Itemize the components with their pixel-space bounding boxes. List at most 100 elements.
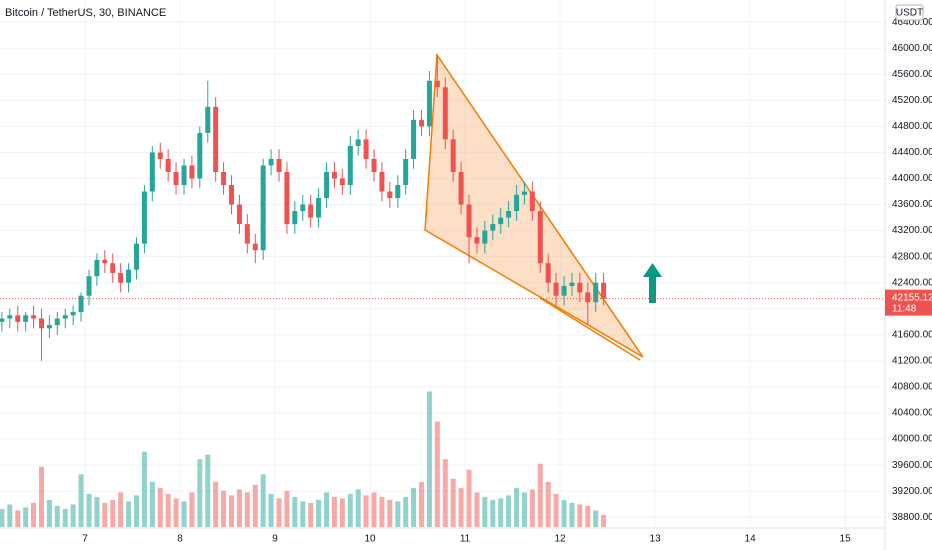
candle-body xyxy=(363,139,369,159)
y-tick-label: 39200.00 xyxy=(892,486,932,497)
y-tick-label: 38800.00 xyxy=(892,512,932,523)
candle-body xyxy=(157,152,163,159)
volume-bar xyxy=(141,451,147,527)
volume-bar xyxy=(260,474,266,527)
candle-body xyxy=(205,106,211,133)
volume-bar xyxy=(601,514,607,527)
candle-body xyxy=(23,315,29,322)
volume-bar xyxy=(62,508,68,527)
volume-bar xyxy=(387,499,393,527)
candle-body xyxy=(118,272,124,283)
volume-bar xyxy=(506,495,512,527)
candle-body xyxy=(601,282,607,299)
candle-body xyxy=(300,204,306,212)
volume-bar xyxy=(411,487,417,527)
volume-bar xyxy=(347,493,353,527)
candle-body xyxy=(31,315,37,319)
volume-bar xyxy=(157,487,163,527)
candle-body xyxy=(545,263,551,283)
candle-body xyxy=(229,185,235,205)
volume-bar xyxy=(118,492,124,527)
candle-body xyxy=(134,243,140,270)
candle-body xyxy=(387,191,393,199)
volume-bar xyxy=(268,493,274,527)
candle-body xyxy=(419,119,425,127)
candle-body xyxy=(94,259,100,277)
x-tick-label: 15 xyxy=(840,534,852,545)
x-tick-label: 13 xyxy=(650,534,662,545)
candle-body xyxy=(244,224,250,244)
volume-bar xyxy=(292,496,298,527)
last-price-box xyxy=(885,289,932,316)
volume-bar xyxy=(0,508,5,527)
y-tick-label: 41600.00 xyxy=(892,329,932,340)
volume-bar xyxy=(46,499,52,527)
y-tick-label: 42800.00 xyxy=(892,251,932,262)
y-tick-label: 43600.00 xyxy=(892,199,932,210)
candle-body xyxy=(371,158,377,172)
volume-bar xyxy=(221,490,227,527)
x-tick-label: 11 xyxy=(460,534,471,545)
volume-bar xyxy=(450,478,456,527)
volume-bar xyxy=(15,510,21,527)
volume-bar xyxy=(482,496,488,527)
candle-body xyxy=(411,119,417,159)
candle-body xyxy=(260,165,266,251)
candle-body xyxy=(252,243,258,251)
y-tick-label: 44000.00 xyxy=(892,173,932,184)
candle-body xyxy=(577,282,583,293)
candle-body xyxy=(181,165,187,186)
grid xyxy=(0,0,885,527)
candle-body xyxy=(521,191,527,195)
x-tick-label: 8 xyxy=(177,534,183,545)
volume-bar xyxy=(403,496,409,527)
volume-bar xyxy=(395,501,401,527)
candle-body xyxy=(0,318,5,322)
candle-body xyxy=(593,282,599,303)
volume-bar xyxy=(39,466,45,527)
y-tick-label: 45600.00 xyxy=(892,69,932,80)
candle-body xyxy=(569,282,575,286)
volume-bar xyxy=(593,510,599,527)
volume-bar xyxy=(585,505,591,527)
candle-body xyxy=(403,158,409,186)
volume-bar xyxy=(189,492,195,527)
volume-bar xyxy=(474,492,480,527)
volume-bar xyxy=(339,498,345,527)
candle-body xyxy=(561,285,567,296)
volume-bar xyxy=(149,481,155,527)
candle-body xyxy=(62,315,68,319)
candle-body xyxy=(70,312,76,316)
y-tick-label: 39600.00 xyxy=(892,460,932,471)
y-tick-label: 40000.00 xyxy=(892,434,932,445)
volume-bar xyxy=(86,493,92,527)
candle-body xyxy=(39,318,45,329)
candle-body xyxy=(324,171,330,199)
candles xyxy=(0,54,607,361)
volume-bar xyxy=(284,490,290,527)
candle-body xyxy=(102,259,108,264)
y-tick-label: 44800.00 xyxy=(892,121,932,132)
candle-body xyxy=(7,315,13,319)
candle-body xyxy=(149,152,155,192)
countdown-label: 11:48 xyxy=(892,303,917,314)
volume-bar xyxy=(545,481,551,527)
volume-bar xyxy=(31,502,37,527)
volume-bar xyxy=(561,499,567,527)
volume-bar xyxy=(300,501,306,527)
volume-bar xyxy=(213,481,219,527)
candle-body xyxy=(197,132,203,179)
candle-body xyxy=(514,194,520,212)
volume-bar xyxy=(442,459,448,527)
y-tick-label: 46400.00 xyxy=(892,17,932,28)
candle-body xyxy=(585,292,591,303)
volume-bar xyxy=(54,505,60,527)
volume-bar xyxy=(70,504,76,527)
volume-bar xyxy=(569,502,575,527)
volume-bar xyxy=(521,492,527,527)
candle-body xyxy=(126,269,132,283)
x-tick-label: 10 xyxy=(364,534,376,545)
candle-body xyxy=(110,263,116,273)
volume-bar xyxy=(379,496,385,527)
